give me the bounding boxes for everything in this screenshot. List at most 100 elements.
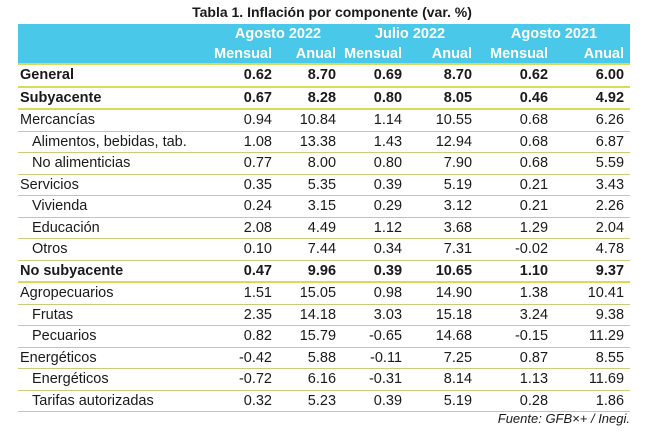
cell-value: 0.87 bbox=[478, 347, 555, 369]
cell-value: 0.21 bbox=[478, 195, 555, 218]
cell-value: 1.14 bbox=[342, 109, 409, 132]
row-label: Otros bbox=[18, 238, 214, 261]
row-label: No alimenticias bbox=[18, 152, 214, 175]
cell-value: 0.10 bbox=[214, 238, 278, 261]
header-mensual: Mensual bbox=[342, 44, 409, 64]
cell-value: -0.31 bbox=[342, 368, 409, 391]
cell-value: 8.55 bbox=[554, 347, 631, 369]
cell-value: -0.11 bbox=[342, 347, 409, 369]
cell-value: 0.21 bbox=[478, 174, 555, 196]
cell-value: 7.44 bbox=[278, 238, 343, 261]
header-anual: Anual bbox=[408, 44, 479, 64]
cell-value: 3.15 bbox=[278, 195, 343, 218]
cell-value: 1.43 bbox=[342, 131, 409, 153]
cell-value: 1.10 bbox=[478, 260, 555, 283]
cell-value: 1.13 bbox=[478, 368, 555, 391]
table-row: Educación 2.08 4.49 1.12 3.68 1.29 2.04 bbox=[18, 217, 631, 239]
table-title: Tabla 1. Inflación por componente (var. … bbox=[192, 4, 472, 20]
cell-value: -0.42 bbox=[214, 347, 278, 369]
row-label: Tarifas autorizadas bbox=[18, 390, 214, 412]
cell-value: 0.46 bbox=[478, 86, 555, 110]
table-row: Otros 0.10 7.44 0.34 7.31 -0.02 4.78 bbox=[18, 238, 631, 261]
cell-value: 0.94 bbox=[214, 109, 278, 132]
table-row: Alimentos, bebidas, tab. 1.08 13.38 1.43… bbox=[18, 131, 631, 153]
row-label: Alimentos, bebidas, tab. bbox=[18, 131, 214, 153]
cell-value: 5.59 bbox=[554, 152, 631, 175]
table-row: Pecuarios 0.82 15.79 -0.65 14.68 -0.15 1… bbox=[18, 325, 631, 348]
table-row: General 0.62 8.70 0.69 8.70 0.62 6.00 bbox=[18, 63, 631, 88]
cell-value: 9.38 bbox=[554, 304, 631, 326]
cell-value: 1.38 bbox=[478, 282, 555, 305]
cell-value: -0.72 bbox=[214, 368, 278, 391]
table-row: Servicios 0.35 5.35 0.39 5.19 0.21 3.43 bbox=[18, 174, 631, 196]
cell-value: 12.94 bbox=[408, 131, 479, 153]
cell-value: 3.43 bbox=[554, 174, 631, 196]
cell-value: 8.14 bbox=[408, 368, 479, 391]
cell-value: 6.26 bbox=[554, 109, 631, 132]
cell-value: 15.18 bbox=[408, 304, 479, 326]
cell-value: 8.05 bbox=[408, 86, 479, 110]
cell-value: 7.31 bbox=[408, 238, 479, 261]
cell-value: 1.51 bbox=[214, 282, 278, 305]
cell-value: 2.08 bbox=[214, 217, 278, 239]
cell-value: 6.00 bbox=[554, 63, 631, 88]
cell-value: 9.37 bbox=[554, 260, 631, 283]
cell-value: 0.29 bbox=[342, 195, 409, 218]
table-row: Frutas 2.35 14.18 3.03 15.18 3.24 9.38 bbox=[18, 304, 631, 326]
cell-value: 0.39 bbox=[342, 174, 409, 196]
cell-value: 3.03 bbox=[342, 304, 409, 326]
row-label: No subyacente bbox=[18, 260, 214, 283]
source-note: Fuente: GFB×+ / Inegi. bbox=[497, 411, 630, 426]
table-row: Subyacente 0.67 8.28 0.80 8.05 0.46 4.92 bbox=[18, 86, 631, 110]
cell-value: 1.12 bbox=[342, 217, 409, 239]
cell-value: -0.15 bbox=[478, 325, 555, 348]
cell-value: 3.12 bbox=[408, 195, 479, 218]
cell-value: 0.82 bbox=[214, 325, 278, 348]
cell-value: 10.55 bbox=[408, 109, 479, 132]
cell-value: 7.25 bbox=[408, 347, 479, 369]
cell-value: 5.35 bbox=[278, 174, 343, 196]
cell-value: 0.62 bbox=[214, 63, 278, 88]
header-mensual: Mensual bbox=[478, 44, 555, 64]
cell-value: 0.34 bbox=[342, 238, 409, 261]
cell-value: 8.70 bbox=[278, 63, 343, 88]
cell-value: 4.49 bbox=[278, 217, 343, 239]
table-row: Tarifas autorizadas 0.32 5.23 0.39 5.19 … bbox=[18, 390, 631, 412]
cell-value: 2.35 bbox=[214, 304, 278, 326]
cell-value: 11.29 bbox=[554, 325, 631, 348]
header-group-agosto-2021: Agosto 2021 bbox=[478, 24, 631, 44]
cell-value: 5.88 bbox=[278, 347, 343, 369]
cell-value: 7.90 bbox=[408, 152, 479, 175]
table-row: Energéticos -0.42 5.88 -0.11 7.25 0.87 8… bbox=[18, 347, 631, 369]
cell-value: 0.67 bbox=[214, 86, 278, 110]
cell-value: 10.65 bbox=[408, 260, 479, 283]
row-label: Servicios bbox=[18, 174, 214, 196]
cell-value: 4.78 bbox=[554, 238, 631, 261]
cell-value: 3.24 bbox=[478, 304, 555, 326]
cell-value: 5.19 bbox=[408, 174, 479, 196]
cell-value: 8.00 bbox=[278, 152, 343, 175]
row-label: Educación bbox=[18, 217, 214, 239]
row-label: General bbox=[18, 63, 214, 88]
cell-value: -0.02 bbox=[478, 238, 555, 261]
header-mensual: Mensual bbox=[214, 44, 278, 64]
table-row: Vivienda 0.24 3.15 0.29 3.12 0.21 2.26 bbox=[18, 195, 631, 218]
cell-value: 8.70 bbox=[408, 63, 479, 88]
header-group-julio-2022: Julio 2022 bbox=[342, 24, 479, 44]
inflation-table: Agosto 2022 Julio 2022 Agosto 2021 Mensu… bbox=[18, 24, 631, 412]
row-label: Mercancías bbox=[18, 109, 214, 132]
cell-value: 0.68 bbox=[478, 152, 555, 175]
cell-value: 1.08 bbox=[214, 131, 278, 153]
header-anual: Anual bbox=[554, 44, 631, 64]
cell-value: 14.90 bbox=[408, 282, 479, 305]
cell-value: 0.80 bbox=[342, 86, 409, 110]
cell-value: 2.26 bbox=[554, 195, 631, 218]
cell-value: 0.24 bbox=[214, 195, 278, 218]
cell-value: 13.38 bbox=[278, 131, 343, 153]
cell-value: 14.68 bbox=[408, 325, 479, 348]
header-corner-2 bbox=[18, 44, 214, 64]
cell-value: 0.68 bbox=[478, 109, 555, 132]
cell-value: 15.05 bbox=[278, 282, 343, 305]
row-label: Frutas bbox=[18, 304, 214, 326]
cell-value: 14.18 bbox=[278, 304, 343, 326]
